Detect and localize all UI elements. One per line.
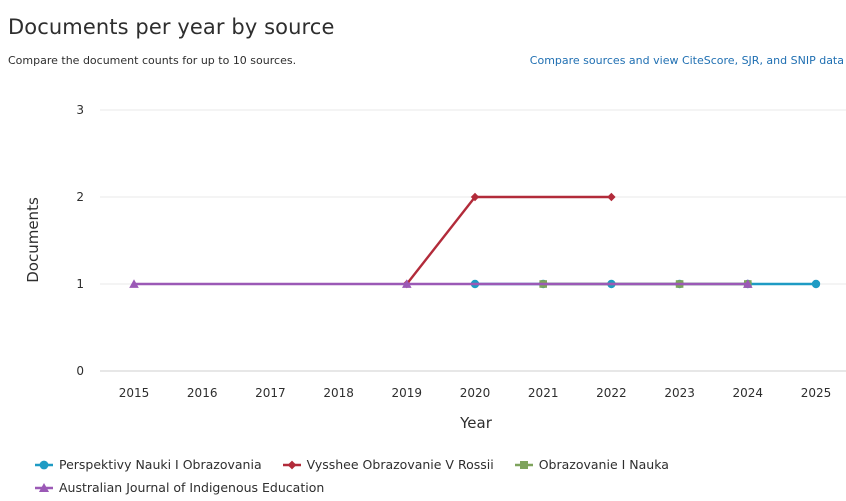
legend-label: Australian Journal of Indigenous Educati… (59, 480, 325, 495)
legend-item[interactable]: Perspektivy Nauki I Obrazovania (34, 457, 262, 472)
legend-swatch-icon (35, 482, 53, 492)
series-line (405, 195, 612, 285)
x-tick-label: 2023 (664, 386, 695, 400)
x-tick-label: 2016 (187, 386, 218, 400)
chart-title: Documents per year by source (8, 15, 335, 39)
series-vysshee-obrazovanie-v-rossii (402, 192, 616, 289)
legend-swatch-icon (514, 460, 533, 469)
x-tick-label: 2015 (119, 386, 150, 400)
x-tick-label: 2024 (733, 386, 764, 400)
series-australian-journal-of-indigenous-education (129, 279, 753, 288)
legend-row: Australian Journal of Indigenous Educati… (34, 478, 834, 497)
chart-subtitle: Compare the document counts for up to 10… (8, 54, 297, 67)
x-tick-label: 2021 (528, 386, 559, 400)
legend-label: Vysshee Obrazovanie V Rossii (306, 457, 494, 472)
legend-label: Perspektivy Nauki I Obrazovania (59, 457, 262, 472)
legend-label: Obrazovanie I Nauka (538, 457, 669, 472)
x-axis-label: Year (459, 414, 493, 432)
y-tick-label: 3 (76, 103, 84, 117)
legend-swatch-icon (282, 460, 301, 469)
y-tick-label: 2 (76, 190, 84, 204)
y-tick-label: 0 (76, 364, 84, 378)
data-point[interactable] (402, 279, 412, 288)
data-point[interactable] (470, 192, 480, 202)
data-point[interactable] (38, 482, 50, 492)
legend-item[interactable]: Obrazovanie I Nauka (514, 457, 669, 472)
x-tick-label: 2017 (255, 386, 286, 400)
data-point[interactable] (129, 279, 139, 288)
legend-row: Perspektivy Nauki I Obrazovania Vysshee O… (34, 455, 834, 474)
data-point[interactable] (607, 192, 616, 202)
compare-sources-link[interactable]: Compare sources and view CiteScore, SJR,… (529, 54, 844, 67)
x-axis-ticks: 2015 2016 2017 2018 2019 2020 2021 2022 2023 2024… (119, 386, 832, 400)
chart-legend: Perspektivy Nauki I Obrazovania Vysshee O… (34, 455, 834, 501)
data-point[interactable] (519, 460, 528, 469)
x-tick-label: 2020 (460, 386, 491, 400)
line-chart: 0 1 2 3 2015 2016 2017 2018 2019 2020 2021 2022 202… (24, 103, 846, 432)
data-point[interactable] (811, 279, 821, 289)
legend-swatch-icon (35, 460, 53, 469)
chart-gridlines (100, 109, 846, 372)
x-tick-label: 2022 (596, 386, 627, 400)
chart-series (129, 192, 821, 289)
y-axis-ticks: 0 1 2 3 (76, 103, 84, 378)
y-axis-label: Documents (24, 197, 42, 283)
data-point[interactable] (287, 460, 297, 469)
legend-item[interactable]: Vysshee Obrazovanie V Rossii (282, 457, 494, 472)
x-tick-label: 2019 (392, 386, 423, 400)
data-point[interactable] (743, 279, 753, 288)
legend-item[interactable]: Australian Journal of Indigenous Educati… (34, 480, 324, 495)
data-point[interactable] (39, 460, 49, 469)
x-tick-label: 2025 (801, 386, 832, 400)
y-tick-label: 1 (76, 277, 84, 291)
x-tick-label: 2018 (323, 386, 354, 400)
